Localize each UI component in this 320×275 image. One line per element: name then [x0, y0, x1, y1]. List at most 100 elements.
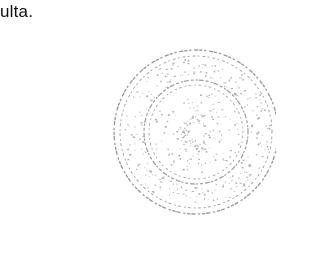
ink-speck	[258, 131, 259, 133]
ink-speck	[139, 138, 141, 139]
ink-speck	[195, 116, 196, 117]
ink-speck	[197, 119, 198, 120]
ink-speck	[246, 181, 247, 182]
ink-speck	[260, 103, 262, 104]
ink-speck	[174, 119, 175, 120]
ink-speck	[230, 189, 231, 190]
ink-speck	[204, 135, 205, 136]
ink-speck	[176, 131, 178, 133]
ink-speck	[167, 82, 169, 83]
ink-speck	[129, 126, 130, 127]
ink-speck	[247, 157, 248, 158]
ink-speck	[165, 126, 167, 128]
ink-speck	[241, 78, 242, 79]
ink-speck	[192, 142, 194, 143]
ink-speck	[246, 172, 248, 173]
ink-speck	[201, 172, 203, 173]
ink-speck	[185, 149, 187, 150]
ink-speck	[185, 123, 187, 124]
ink-speck	[143, 154, 144, 155]
ink-speck	[192, 116, 194, 117]
stamp-rings	[114, 50, 276, 214]
ink-speck	[242, 167, 244, 169]
ink-speck	[231, 88, 233, 89]
ink-speck	[173, 183, 174, 185]
ink-speck	[187, 169, 189, 170]
ink-speck	[225, 116, 226, 117]
ink-speck	[161, 114, 163, 115]
ink-speck	[202, 188, 203, 189]
ink-speck	[180, 127, 181, 128]
ink-speck	[183, 194, 185, 195]
ink-speck	[154, 97, 155, 99]
ink-speck	[219, 131, 221, 132]
ink-speck	[186, 195, 187, 196]
ink-speck	[173, 134, 174, 135]
ink-speck	[211, 94, 213, 95]
ink-speck	[215, 154, 217, 155]
ink-speck	[220, 77, 221, 78]
ink-speck	[211, 116, 213, 117]
ink-speck	[208, 199, 209, 200]
ink-speck	[261, 146, 262, 147]
ink-speck	[194, 72, 195, 73]
ink-speck	[169, 81, 171, 82]
ink-speck	[198, 193, 200, 195]
ink-speck	[189, 63, 190, 65]
ink-speck	[237, 95, 238, 96]
ink-speck	[187, 135, 189, 136]
ink-speck	[191, 158, 192, 160]
ink-speck	[229, 183, 230, 184]
ink-speck	[180, 75, 181, 76]
ink-speck	[186, 141, 188, 142]
ink-speck	[198, 146, 199, 147]
inner-ring	[144, 80, 248, 184]
ink-speck	[189, 163, 190, 164]
ink-speck	[249, 97, 250, 98]
ink-speck	[131, 134, 133, 135]
ink-speck	[234, 93, 236, 94]
stamp-speckle	[125, 59, 271, 202]
ink-speck	[251, 126, 253, 127]
ink-speck	[197, 145, 198, 146]
ink-speck	[232, 180, 233, 182]
ink-speck	[157, 85, 158, 87]
ink-speck	[238, 178, 240, 179]
ink-speck	[226, 87, 227, 88]
ink-speck	[224, 86, 225, 87]
ink-speck	[128, 159, 130, 160]
ink-speck	[206, 72, 207, 74]
ink-speck	[189, 123, 191, 125]
ink-speck	[144, 168, 145, 169]
ink-speck	[189, 159, 190, 160]
ink-speck	[213, 78, 214, 79]
ink-speck	[208, 97, 210, 98]
ink-speck	[229, 119, 230, 120]
ink-speck	[168, 149, 169, 150]
ink-speck	[243, 160, 245, 162]
ink-speck	[232, 175, 233, 177]
ink-speck	[171, 164, 173, 166]
ink-speck	[147, 95, 149, 97]
page: ulta. (() => { const data = JSON.parse(d…	[0, 0, 276, 275]
ink-speck	[241, 162, 243, 164]
ink-speck	[178, 155, 180, 157]
ink-speck	[167, 87, 169, 89]
ink-speck	[153, 192, 154, 194]
ink-speck	[215, 159, 217, 161]
ink-speck	[149, 170, 150, 171]
ink-speck	[196, 196, 197, 197]
ink-speck	[253, 111, 254, 112]
ink-speck	[256, 93, 257, 94]
ink-speck	[190, 141, 191, 143]
ink-speck	[256, 138, 257, 140]
ink-speck	[241, 94, 242, 95]
ink-speck	[226, 160, 228, 161]
ink-speck	[166, 69, 168, 70]
ink-speck	[260, 94, 262, 96]
ink-speck	[137, 165, 138, 167]
ink-speck	[180, 158, 182, 160]
ink-speck	[183, 136, 185, 138]
ink-speck	[137, 91, 139, 92]
ink-speck	[198, 114, 199, 115]
